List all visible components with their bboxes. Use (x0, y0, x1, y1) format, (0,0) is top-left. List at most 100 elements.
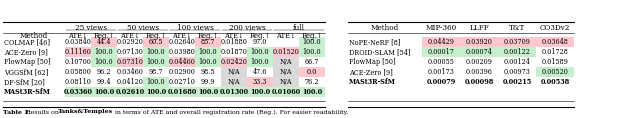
Text: T&T: T&T (509, 24, 525, 32)
Text: 0.03840: 0.03840 (65, 38, 92, 46)
Bar (273, 67, 299, 77)
Bar (91, 87, 117, 97)
Text: 98.5: 98.5 (201, 68, 215, 76)
Text: 0.07130: 0.07130 (116, 48, 143, 56)
Text: 100.0: 100.0 (147, 48, 165, 56)
Text: 99.4: 99.4 (97, 78, 111, 86)
Text: 0.00079: 0.00079 (426, 78, 456, 86)
Text: 100 views: 100 views (177, 24, 213, 32)
Bar (536, 67, 574, 77)
Text: Reg.↑: Reg.↑ (145, 32, 166, 40)
Text: 0.02640: 0.02640 (168, 38, 195, 46)
Text: 0.01870: 0.01870 (221, 48, 248, 56)
Text: N/A: N/A (280, 78, 292, 86)
Bar (498, 47, 536, 57)
Text: 60.5: 60.5 (148, 38, 163, 46)
Text: Reg.↑: Reg.↑ (250, 32, 271, 40)
Text: 0.01728: 0.01728 (541, 48, 568, 56)
Text: 0.00209: 0.00209 (465, 58, 492, 66)
Text: 0.07310: 0.07310 (116, 58, 143, 66)
Text: ATE↓: ATE↓ (172, 32, 192, 40)
Text: 0.01680: 0.01680 (167, 88, 196, 96)
Text: 25 views: 25 views (75, 24, 107, 32)
Text: ACE-Zero [9]: ACE-Zero [9] (349, 68, 393, 76)
Bar (247, 77, 273, 87)
Bar (273, 47, 299, 57)
Text: 0.10700: 0.10700 (65, 58, 92, 66)
Text: ACE-Zero [9]: ACE-Zero [9] (4, 48, 48, 56)
Bar (143, 37, 169, 47)
Text: 0.08110: 0.08110 (65, 78, 92, 86)
Bar (460, 47, 498, 57)
Text: FlowMap [50]: FlowMap [50] (4, 58, 51, 66)
Text: 0.01520: 0.01520 (273, 48, 300, 56)
Bar (221, 77, 247, 87)
Text: 0.01300: 0.01300 (220, 88, 248, 96)
Text: Method: Method (20, 32, 48, 40)
Text: 100.0: 100.0 (95, 48, 113, 56)
Text: 47.6: 47.6 (253, 68, 268, 76)
Text: 100.0: 100.0 (95, 58, 113, 66)
Bar (422, 47, 460, 57)
Text: Reg.↑: Reg.↑ (301, 32, 323, 40)
Text: N/A: N/A (228, 78, 240, 86)
Text: 0.01060: 0.01060 (271, 88, 301, 96)
Text: 100.0: 100.0 (147, 58, 165, 66)
Text: 33.3: 33.3 (253, 78, 268, 86)
Text: 0.00122: 0.00122 (504, 48, 531, 56)
Text: FlowMap [50]: FlowMap [50] (349, 58, 396, 66)
Text: 100.0: 100.0 (251, 48, 269, 56)
Text: 0.11160: 0.11160 (65, 48, 92, 56)
Bar (299, 47, 325, 57)
Text: Reg.↑: Reg.↑ (197, 32, 219, 40)
Bar (65, 47, 91, 57)
Text: Reg.↑: Reg.↑ (93, 32, 115, 40)
Bar (460, 37, 498, 47)
Bar (169, 87, 195, 97)
Text: 0.03460: 0.03460 (116, 68, 143, 76)
Text: 85.7: 85.7 (201, 38, 215, 46)
Text: 100.0: 100.0 (303, 48, 321, 56)
Text: DF-SfM [20]: DF-SfM [20] (4, 78, 45, 86)
Text: 0.03709: 0.03709 (504, 38, 531, 46)
Text: 0.04120: 0.04120 (116, 78, 143, 86)
Bar (65, 87, 91, 97)
Bar (299, 67, 325, 77)
Text: Results on: Results on (26, 110, 61, 114)
Text: MIP-360: MIP-360 (426, 24, 456, 32)
Text: N/A: N/A (280, 58, 292, 66)
Text: MASt3R-SfM: MASt3R-SfM (349, 78, 396, 86)
Text: NoPE-NeRF [8]: NoPE-NeRF [8] (349, 38, 401, 46)
Text: 0.00520: 0.00520 (541, 68, 568, 76)
Text: 76.2: 76.2 (305, 78, 319, 86)
Text: 0.03648: 0.03648 (541, 38, 568, 46)
Text: 0.03920: 0.03920 (465, 38, 492, 46)
Text: 98.7: 98.7 (148, 68, 163, 76)
Bar (195, 87, 221, 97)
Text: Tanks&Temples: Tanks&Temples (58, 110, 113, 114)
Text: N/A: N/A (228, 68, 240, 76)
Text: 100.0: 100.0 (198, 48, 218, 56)
Text: 0.02710: 0.02710 (168, 78, 195, 86)
Text: 0.00173: 0.00173 (428, 68, 454, 76)
Text: 97.0: 97.0 (253, 38, 268, 46)
Bar (143, 77, 169, 87)
Text: ATE↓: ATE↓ (120, 32, 140, 40)
Text: 99.9: 99.9 (201, 78, 215, 86)
Text: 50 views: 50 views (127, 24, 159, 32)
Bar (91, 57, 117, 67)
Bar (247, 47, 273, 57)
Bar (247, 57, 273, 67)
Text: 0.02610: 0.02610 (115, 88, 145, 96)
Text: VGGSfM [62]: VGGSfM [62] (4, 68, 48, 76)
Text: ATE↓: ATE↓ (68, 32, 88, 40)
Bar (273, 57, 299, 67)
Bar (221, 67, 247, 77)
Text: 0.00396: 0.00396 (465, 68, 492, 76)
Text: MASt3R-SfM: MASt3R-SfM (4, 88, 51, 96)
Bar (498, 37, 536, 47)
Text: 0.00215: 0.00215 (502, 78, 532, 86)
Text: 66.7: 66.7 (305, 58, 319, 66)
Text: 0.00973: 0.00973 (504, 68, 531, 76)
Text: 0.03360: 0.03360 (63, 88, 93, 96)
